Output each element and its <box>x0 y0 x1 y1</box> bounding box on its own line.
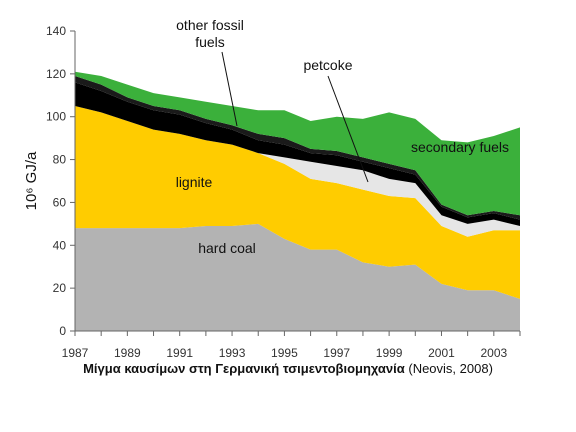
x-tick-label: 1995 <box>271 346 298 360</box>
annotation-leader-line <box>327 75 369 183</box>
axes: 0 20 40 60 80 100 120 140 1987 1989 1991 1993 1995 19… <box>46 24 521 360</box>
y-axis-label-group: 10⁶ GJ/a <box>23 151 40 210</box>
annotation-label: lignite <box>176 174 213 190</box>
area-layer-3 <box>75 82 520 227</box>
y-tick-label: 0 <box>59 324 66 338</box>
x-tick-label: 1993 <box>219 346 246 360</box>
annotation-label: petcoke <box>303 57 352 73</box>
area-secondary-fuels <box>75 71 520 216</box>
x-tick-label: 1991 <box>166 346 193 360</box>
area-petcoke <box>75 106 520 237</box>
x-tick-label: 1999 <box>376 346 403 360</box>
y-tick-label: 80 <box>53 153 67 167</box>
x-tick-label: 1989 <box>114 346 141 360</box>
annotation-label: hard coal <box>198 240 256 256</box>
y-tick-label: 40 <box>53 238 67 252</box>
x-tick-label: 2001 <box>428 346 455 360</box>
y-tick-label: 100 <box>46 110 66 124</box>
y-tick-label: 20 <box>53 281 67 295</box>
annotation-leader-line <box>221 51 238 127</box>
chart-caption: Μίγμα καυσίμων στη Γερμανική τσιμεντοβιο… <box>0 361 576 376</box>
annotation-label: secondary fuels <box>411 139 509 155</box>
y-tick-label: 120 <box>46 67 66 81</box>
area-layers <box>75 71 520 331</box>
x-tick-label: 2003 <box>480 346 507 360</box>
y-tick-label: 60 <box>53 195 67 209</box>
x-tick-label: 1997 <box>323 346 350 360</box>
caption-source: (Neovis, 2008) <box>404 361 493 376</box>
caption-title: Μίγμα καυσίμων στη Γερμανική τσιμεντοβιο… <box>83 361 405 376</box>
y-tick-label: 140 <box>46 24 66 38</box>
area-other-fossil-fuels <box>75 76 520 220</box>
area-hard-coal <box>75 223 520 331</box>
x-tick-label: 1987 <box>62 346 89 360</box>
y-axis-label: 10⁶ GJ/a <box>23 151 40 210</box>
annotation-label: fuels <box>195 34 225 50</box>
annotation-label: other fossil <box>176 17 244 33</box>
area-lignite <box>75 106 520 299</box>
